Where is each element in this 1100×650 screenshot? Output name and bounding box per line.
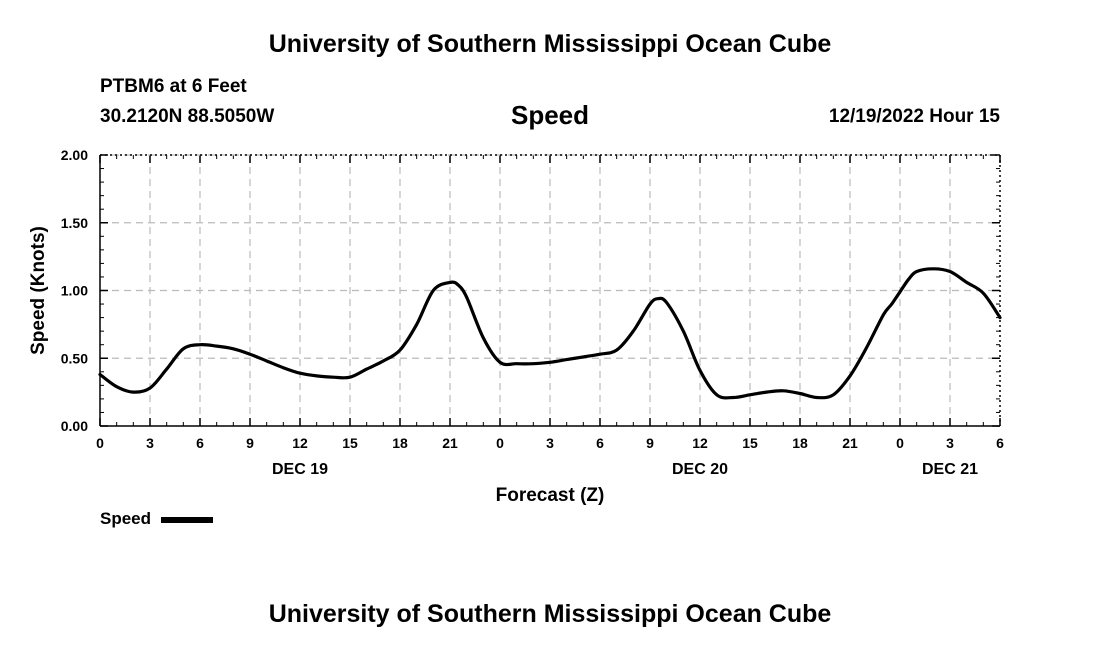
coordinates-label: 30.2120N 88.5050W [100, 106, 275, 127]
y-tick-label: 1.50 [61, 215, 88, 231]
x-tick-label: 3 [146, 435, 154, 451]
y-tick-label: 1.00 [61, 283, 88, 299]
x-tick-label: 6 [996, 435, 1004, 451]
x-tick-label: 21 [842, 435, 858, 451]
y-axis-title: Speed (Knots) [28, 226, 49, 355]
x-tick-label: 12 [692, 435, 708, 451]
legend-label: Speed [100, 509, 152, 528]
x-tick-label: 9 [646, 435, 654, 451]
x-tick-label: 15 [742, 435, 758, 451]
day-label: DEC 20 [672, 461, 728, 478]
y-tick-label: 0.50 [61, 350, 88, 366]
variable-title: Speed [510, 100, 590, 130]
chart-title-top: University of Southern Mississippi Ocean… [268, 30, 832, 58]
chart-title-bottom: University of Southern Mississippi Ocean… [268, 600, 832, 628]
x-tick-label: 0 [896, 435, 904, 451]
day-label: DEC 21 [922, 461, 978, 478]
day-label: DEC 19 [272, 461, 328, 478]
x-tick-label: 3 [946, 435, 954, 451]
series-line-speed [98, 267, 1002, 400]
x-tick-label: 12 [292, 435, 308, 451]
y-tick-label: 0.00 [61, 418, 88, 434]
x-tick-label: 21 [442, 435, 458, 451]
x-tick-label: 3 [546, 435, 554, 451]
x-axis-title: Forecast (Z) [496, 485, 605, 506]
x-tick-label: 9 [246, 435, 254, 451]
issued-label: 12/19/2022 Hour 15 [828, 106, 1000, 127]
legend-swatch [161, 517, 213, 523]
station-label: PTBM6 at 6 Feet [100, 76, 247, 97]
x-tick-label: 18 [392, 435, 408, 451]
x-tick-label: 0 [496, 435, 504, 451]
x-tick-label: 6 [596, 435, 604, 451]
x-tick-label: 18 [792, 435, 808, 451]
x-tick-label: 15 [342, 435, 358, 451]
y-tick-label: 2.00 [61, 147, 88, 163]
x-tick-label: 6 [196, 435, 204, 451]
x-tick-label: 0 [96, 435, 104, 451]
